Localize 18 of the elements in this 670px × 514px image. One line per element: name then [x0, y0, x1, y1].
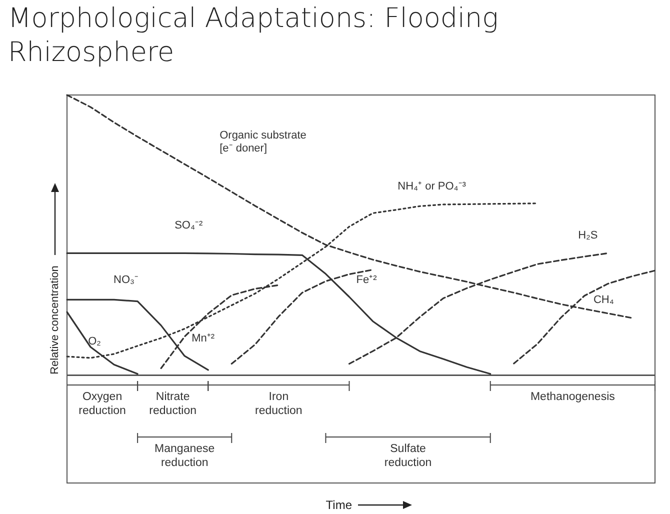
- series-label: SO₄⁻²: [174, 220, 203, 232]
- series-label: Fe⁺²: [356, 274, 378, 286]
- text: Iron reduction: [255, 391, 302, 417]
- text: Time: [326, 498, 352, 512]
- text: Oxygen reduction: [78, 391, 126, 417]
- text: Methanogenesis: [530, 391, 616, 403]
- y-axis-title: Relative concentration: [49, 266, 61, 374]
- series-label: CH₄: [593, 294, 614, 306]
- series-label: NH₄⁺ or PO₄⁻³: [398, 180, 466, 193]
- text: Sulfate reduction: [384, 443, 432, 469]
- series-label: H₂S: [578, 230, 598, 242]
- text: Nitrate reduction: [149, 391, 196, 417]
- chart-title: Morphological Adaptations: Flooding Rhizosphere: [8, 2, 500, 70]
- series-label: Mn⁺²: [192, 332, 215, 345]
- text: Manganese reduction: [154, 443, 215, 469]
- series-label: NO₃⁻: [114, 274, 139, 286]
- series-label: O₂: [88, 336, 101, 348]
- text: Organic substrate [e⁻ doner]: [220, 130, 310, 155]
